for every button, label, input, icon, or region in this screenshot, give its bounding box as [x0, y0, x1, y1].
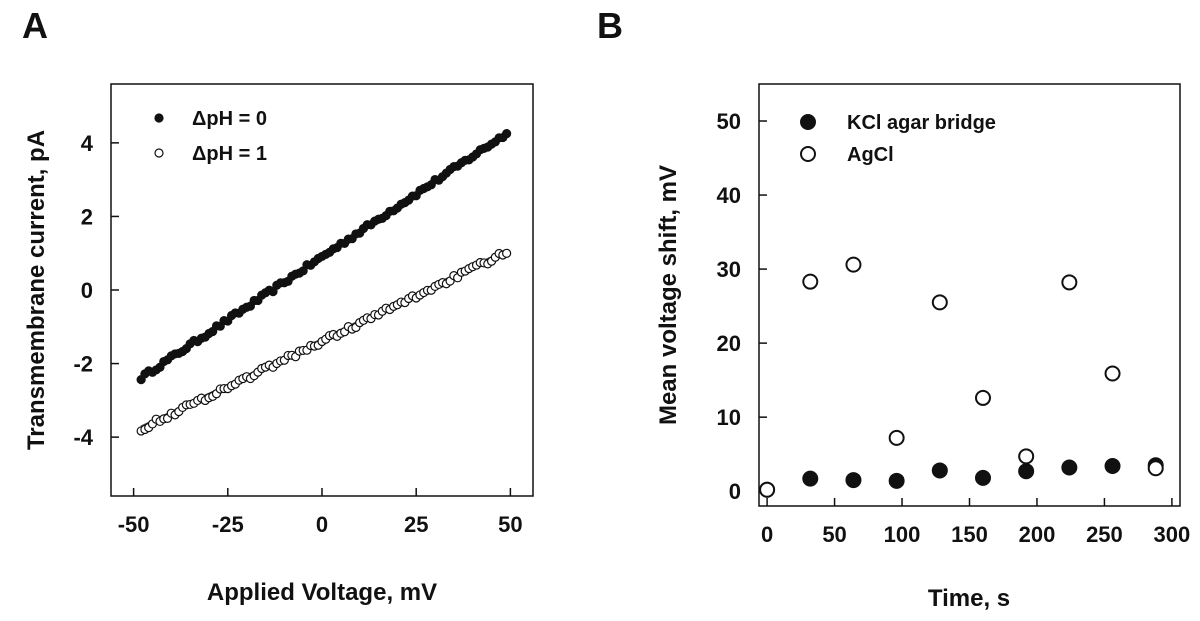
legend-marker-kcl — [800, 114, 816, 130]
data-point-series-0 — [974, 469, 991, 486]
data-point-series-0 — [1061, 459, 1078, 476]
data-point-series-0 — [931, 462, 948, 479]
panel-b-points — [759, 256, 1164, 498]
panel-b-plot-frame — [758, 83, 1181, 507]
data-point-series-1 — [759, 481, 776, 498]
data-point-series-1 — [1104, 365, 1121, 382]
data-point-series-0 — [802, 470, 819, 487]
y-tick-label: 4 — [81, 131, 94, 156]
data-point-series-0 — [502, 129, 512, 139]
x-tick-label: 200 — [1019, 522, 1056, 547]
panel-b-label: B — [597, 5, 623, 46]
panel-a: A -50 -25 0 25 50 -4 -2 0 2 4 ΔpH = 0 ΔpH = 1 App… — [22, 5, 534, 606]
legend-label-agcl: AgCl — [847, 144, 894, 166]
data-point-series-0 — [1018, 463, 1035, 480]
panel-b-x-axis-label: Time, s — [928, 585, 1010, 612]
y-tick-label: 10 — [717, 405, 741, 430]
x-tick-label: 100 — [884, 522, 921, 547]
panel-a-label: A — [22, 5, 48, 46]
legend-label-dph1: ΔpH = 1 — [192, 143, 267, 165]
panel-a-y-axis-label: Transmembrane current, pA — [23, 130, 50, 450]
data-point-series-1 — [502, 248, 512, 258]
panel-b-ticks: 0 50 100 150 200 250 300 0 10 20 30 40 50 — [717, 109, 1191, 547]
panel-a-legend: ΔpH = 0 ΔpH = 1 — [154, 108, 267, 165]
panel-a-x-axis-label: Applied Voltage, mV — [207, 579, 437, 606]
x-tick-label: 0 — [761, 522, 773, 547]
data-point-series-1 — [931, 294, 948, 311]
data-point-series-1 — [1018, 448, 1035, 465]
data-point-series-1 — [802, 273, 819, 290]
y-tick-label: 50 — [717, 109, 741, 134]
legend-label-kcl: KCl agar bridge — [847, 112, 996, 134]
data-point-series-1 — [1147, 460, 1164, 477]
panel-b-legend: KCl agar bridge AgCl — [800, 112, 996, 166]
data-point-series-1 — [1061, 274, 1078, 291]
panel-a-plot-frame — [110, 83, 534, 497]
y-tick-label: -2 — [73, 352, 93, 377]
y-tick-label: 40 — [717, 183, 741, 208]
panel-b: B 0 50 100 150 200 250 300 0 10 20 30 40 50 KCl agar… — [597, 5, 1190, 612]
panel-b-y-axis-label: Mean voltage shift, mV — [655, 165, 682, 425]
legend-marker-agcl — [800, 146, 816, 162]
x-tick-label: 300 — [1154, 522, 1191, 547]
data-point-series-0 — [1104, 458, 1121, 475]
x-tick-label: 0 — [316, 512, 328, 537]
y-tick-label: 0 — [729, 479, 741, 504]
data-point-series-0 — [888, 472, 905, 489]
y-tick-label: 0 — [81, 278, 93, 303]
y-tick-label: 30 — [717, 257, 741, 282]
legend-label-dph0: ΔpH = 0 — [192, 108, 267, 130]
data-point-series-1 — [845, 256, 862, 273]
x-tick-label: 150 — [951, 522, 988, 547]
y-tick-label: 2 — [81, 204, 93, 229]
data-point-series-0 — [845, 472, 862, 489]
x-tick-label: -25 — [212, 512, 244, 537]
x-tick-label: 50 — [498, 512, 522, 537]
x-tick-label: 250 — [1086, 522, 1123, 547]
data-point-series-1 — [888, 429, 905, 446]
y-tick-label: -4 — [73, 425, 93, 450]
legend-marker-dph1 — [154, 148, 164, 158]
x-tick-label: 50 — [822, 522, 846, 547]
data-point-series-1 — [974, 389, 991, 406]
panel-a-points — [136, 129, 512, 436]
x-tick-label: -50 — [118, 512, 150, 537]
panel-a-ticks: -50 -25 0 25 50 -4 -2 0 2 4 — [73, 131, 522, 537]
y-tick-label: 20 — [717, 331, 741, 356]
x-tick-label: 25 — [404, 512, 428, 537]
legend-marker-dph0 — [154, 113, 164, 123]
